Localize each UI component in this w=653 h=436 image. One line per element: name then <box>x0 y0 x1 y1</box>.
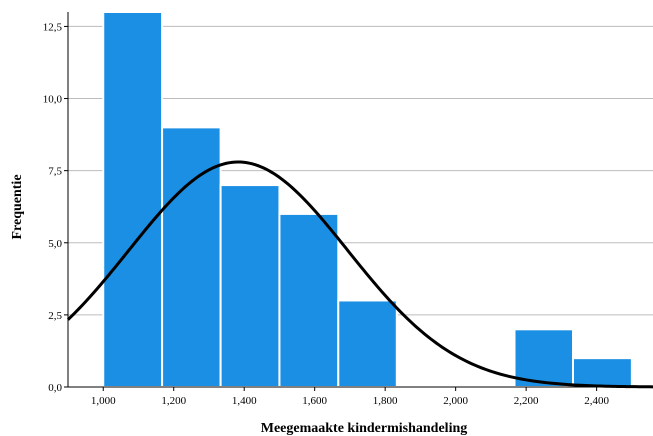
y-axis-title: Frequentie <box>10 174 25 239</box>
histogram-bar-1 <box>161 126 222 388</box>
y-tick-label-2: 5,0 <box>48 238 62 250</box>
x-tick-label-5: 2,000 <box>443 395 468 407</box>
x-tick-label-2: 1,400 <box>232 395 257 407</box>
axes <box>64 12 653 391</box>
x-tick-label-4: 1,800 <box>373 395 398 407</box>
x-tick-label-1: 1,200 <box>161 395 186 407</box>
x-tick-label-6: 2,200 <box>514 395 539 407</box>
histogram-bar-2 <box>219 184 281 388</box>
y-tick-label-3: 7,5 <box>48 166 62 178</box>
histogram-bar-3 <box>278 212 340 388</box>
histogram-bar-0 <box>102 11 164 388</box>
normal-curve <box>66 160 653 389</box>
x-axis-title: Meegemaakte kindermishandeling <box>261 421 468 436</box>
x-tick-label-7: 2,400 <box>584 395 609 407</box>
y-tick-labels: 0,0 2,5 5,0 7,5 10,0 12,5 <box>43 21 63 394</box>
bars <box>102 11 633 389</box>
histogram-bar-6 <box>572 357 633 388</box>
y-tick-label-1: 2,5 <box>48 310 62 322</box>
x-tick-label-0: 1,000 <box>91 395 116 407</box>
normal-curve-group <box>66 160 653 389</box>
y-tick-label-5: 12,5 <box>43 21 63 33</box>
histogram-bar-4 <box>337 299 398 389</box>
x-tick-label-3: 1,600 <box>302 395 327 407</box>
y-tick-label-0: 0,0 <box>48 382 62 394</box>
y-tick-label-4: 10,0 <box>43 94 63 106</box>
x-tick-labels: 1,000 1,200 1,400 1,600 1,800 2,000 2,200 2,400 <box>91 395 610 407</box>
